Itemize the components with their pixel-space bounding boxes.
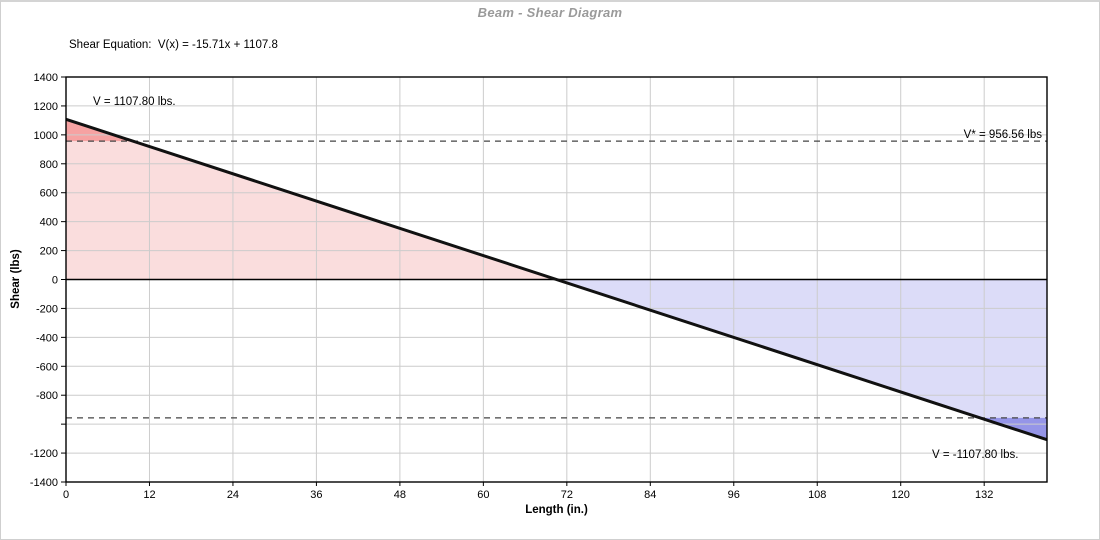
x-tick-label: 72 xyxy=(561,489,573,501)
shear-line xyxy=(65,117,1048,442)
v-star-annotation: V* = 956.56 lbs xyxy=(963,129,1042,141)
x-axis-label: Length (in.) xyxy=(525,504,588,516)
y-tick-label: 200 xyxy=(40,246,58,258)
x-tick-label: 108 xyxy=(808,489,826,501)
x-tick-label: 24 xyxy=(227,489,239,501)
y-tick-label: 1400 xyxy=(34,72,58,84)
y-axis-label: Shear (lbs) xyxy=(10,249,22,309)
y-tick-label: -600 xyxy=(36,361,58,373)
x-tick-label: 12 xyxy=(143,489,155,501)
v-min-annotation: V = -1107.80 lbs. xyxy=(932,449,1019,461)
shear-equation-label: Shear Equation: V(x) = -15.71x + 1107.8 xyxy=(69,39,278,51)
x-tick-label: 132 xyxy=(975,489,993,501)
y-tick-label: 400 xyxy=(40,217,58,229)
v-max-annotation: V = 1107.80 lbs. xyxy=(93,96,176,108)
x-tick-label: 0 xyxy=(63,489,69,501)
x-tick-label: 48 xyxy=(394,489,406,501)
y-tick-label: -400 xyxy=(36,332,58,344)
x-tick-label: 84 xyxy=(644,489,656,501)
y-tick-label: 0 xyxy=(52,275,58,287)
y-tick-label: 800 xyxy=(40,159,58,171)
x-tick-label: 60 xyxy=(477,489,489,501)
y-tick-label: 1000 xyxy=(34,130,58,142)
chart-title: Beam - Shear Diagram xyxy=(477,5,623,20)
x-tick-label: 120 xyxy=(892,489,910,501)
x-tick-label: 96 xyxy=(728,489,740,501)
y-tick-label: -800 xyxy=(36,390,58,402)
y-tick-label: -200 xyxy=(36,303,58,315)
y-tick-label: 1200 xyxy=(34,101,58,113)
y-tick-label: -1400 xyxy=(30,477,58,489)
y-tick-label: -1200 xyxy=(30,448,58,460)
y-tick-label: 600 xyxy=(40,188,58,200)
x-tick-label: 36 xyxy=(310,489,322,501)
